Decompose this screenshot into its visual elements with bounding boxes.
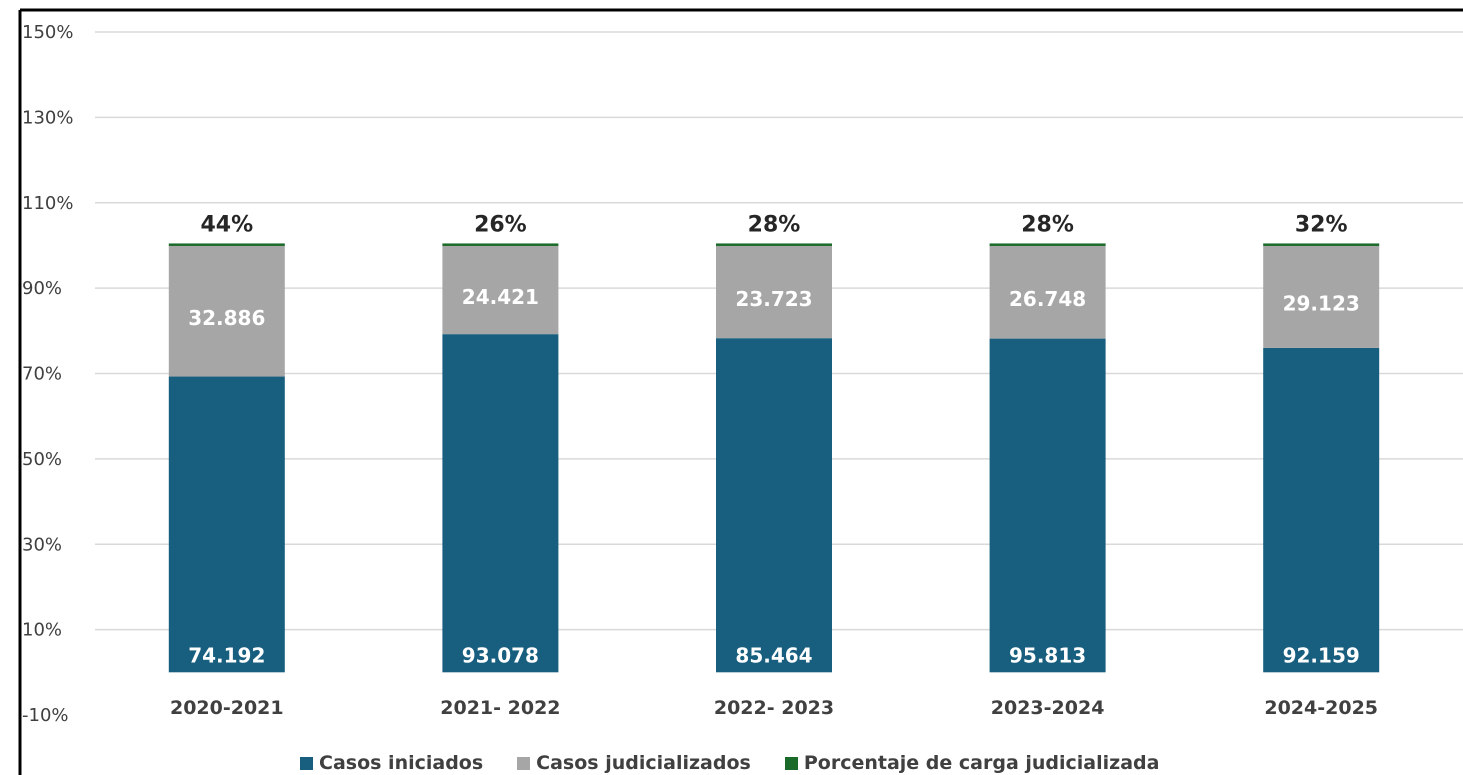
y-tick-label: 130%	[22, 107, 73, 128]
y-tick-label: 50%	[22, 449, 62, 470]
legend-item-iniciados: Casos iniciados	[300, 752, 483, 774]
data-label-porcentaje: 28%	[748, 212, 801, 237]
bar-porcentaje-carga	[442, 243, 559, 246]
data-label-porcentaje: 32%	[1295, 212, 1348, 237]
bar-casos-judicializados	[442, 245, 559, 335]
legend-swatch-iniciados	[300, 756, 313, 770]
data-label-iniciados: 92.159	[1283, 643, 1360, 667]
data-label-porcentaje: 28%	[1021, 212, 1074, 237]
bar-casos-judicializados	[716, 245, 832, 339]
bar-casos-judicializados	[168, 245, 285, 377]
bars	[168, 243, 1380, 673]
x-category-label: 2023-2024	[991, 697, 1105, 719]
legend-label-judicializados: Casos judicializados	[536, 752, 751, 774]
bar-casos-iniciados	[716, 338, 832, 673]
data-label-porcentaje: 26%	[474, 212, 527, 237]
y-tick-label: 70%	[22, 364, 62, 385]
legend-swatch-porcentaje	[784, 756, 798, 770]
y-tick-label: 150%	[22, 22, 73, 43]
data-label-iniciados: 85.464	[735, 643, 812, 667]
x-category-label: 2021- 2022	[440, 697, 560, 719]
bar-casos-iniciados	[168, 376, 285, 673]
data-label-iniciados: 93.078	[462, 643, 539, 667]
bar-casos-judicializados	[1263, 245, 1380, 348]
bar-porcentaje-carga	[1263, 243, 1380, 246]
legend-label-iniciados: Casos iniciados	[319, 752, 484, 774]
bar-porcentaje-carga	[168, 243, 285, 246]
legend: Casos iniciados Casos judicializados Por…	[300, 752, 1159, 774]
data-labels: 74.192 32.886 44% 93.078 24.421 26% 85.464 23.7…	[188, 212, 1360, 667]
y-tick-label: 30%	[22, 534, 62, 555]
data-label-judicializados: 24.421	[462, 285, 539, 309]
bar-casos-iniciados	[989, 338, 1106, 673]
data-label-judicializados: 26.748	[1009, 287, 1086, 311]
data-label-judicializados: 32.886	[188, 306, 265, 330]
data-label-porcentaje: 44%	[200, 212, 253, 237]
data-label-iniciados: 95.813	[1009, 643, 1086, 667]
legend-item-porcentaje: Porcentaje de carga judicializada	[784, 752, 1160, 774]
y-tick-label: 110%	[22, 193, 73, 214]
bar-casos-iniciados	[1263, 347, 1380, 673]
legend-item-judicializados: Casos judicializados	[517, 752, 751, 774]
x-category-label: 2024-2025	[1264, 697, 1378, 719]
legend-swatch-judicializados	[517, 756, 531, 770]
bar-casos-iniciados	[442, 334, 559, 673]
legend-label-porcentaje: Porcentaje de carga judicializada	[803, 752, 1160, 774]
bar-porcentaje-carga	[716, 243, 832, 246]
x-axis-categories: 2020-2021 2021- 2022 2022- 2023 2023-2024 20…	[170, 697, 1378, 719]
x-category-label: 2020-2021	[170, 697, 284, 719]
y-tick-label: 90%	[22, 278, 62, 299]
x-category-label: 2022- 2023	[714, 697, 834, 719]
data-label-judicializados: 23.723	[735, 287, 812, 311]
y-axis-ticks: 150% 130% 110% 90% 70% 50% 30% 10% -10%	[22, 22, 73, 726]
y-tick-label: -10%	[22, 705, 69, 726]
bar-casos-judicializados	[989, 245, 1106, 339]
data-label-iniciados: 74.192	[188, 643, 265, 667]
data-label-judicializados: 29.123	[1283, 292, 1360, 316]
y-tick-label: 10%	[22, 620, 62, 641]
bar-porcentaje-carga	[989, 243, 1106, 246]
